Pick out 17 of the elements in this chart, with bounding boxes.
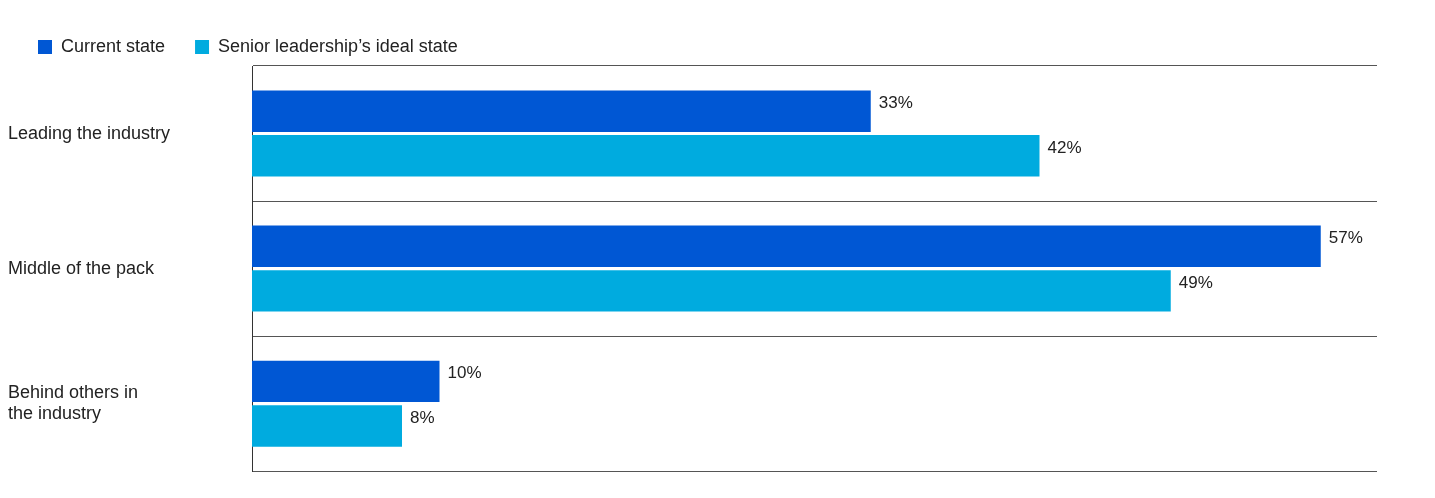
legend-label: Current state	[61, 35, 166, 56]
data-label: 42%	[1047, 137, 1082, 157]
bar	[252, 135, 1040, 177]
y-tick-label: Middle of the pack	[8, 257, 156, 278]
bar	[252, 270, 1171, 312]
y-tick-label: Behind others in the industry	[8, 381, 139, 424]
data-label: 57%	[1328, 228, 1363, 247]
bar	[252, 405, 402, 447]
legend-label: Senior leadership’s ideal state	[218, 35, 458, 56]
bar	[252, 90, 871, 132]
bar	[252, 225, 1321, 268]
data-label: 49%	[1178, 272, 1213, 292]
y-tick-label: Leading the industry	[8, 122, 171, 143]
data-label: 10%	[447, 363, 482, 383]
data-label: 33%	[878, 92, 913, 112]
data-label: 8%	[410, 407, 435, 427]
bar	[252, 360, 440, 403]
